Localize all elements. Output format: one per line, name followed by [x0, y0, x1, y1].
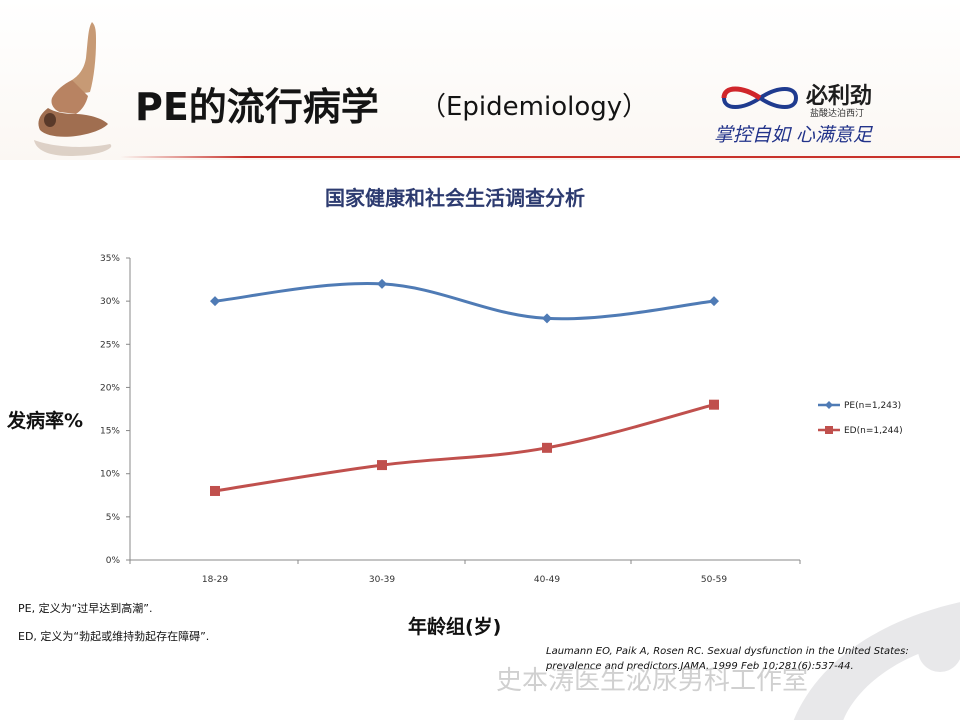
page-title: PE的流行病学 — [135, 85, 379, 129]
y-tick-label: 15% — [100, 427, 120, 437]
data-point-ed — [377, 460, 387, 471]
data-point-pe — [210, 296, 220, 307]
y-tick-label: 25% — [100, 340, 120, 350]
legend-label: ED(n=1,244) — [844, 426, 903, 436]
brand-subtitle: 盐酸达泊西汀 — [810, 109, 865, 119]
y-tick-label: 10% — [100, 470, 120, 480]
x-tick-label: 30-39 — [369, 575, 395, 585]
brand-logo: 必利劲 盐酸达泊西汀 掌控自如 心满意足 — [714, 74, 914, 146]
citation: Laumann EO, Paik A, Rosen RC. Sexual dys… — [546, 646, 909, 672]
legend-marker-pe — [825, 401, 833, 409]
header-divider — [120, 156, 960, 158]
brand-slogan: 掌控自如 心满意足 — [714, 124, 873, 146]
data-point-ed — [709, 399, 719, 410]
watermark: 史本涛医生泌尿男科工作室 — [496, 666, 809, 696]
brand-name: 必利劲 — [806, 83, 873, 109]
y-tick-label: 0% — [106, 556, 121, 566]
legend-label: PE(n=1,243) — [844, 401, 901, 411]
infinity-logo-icon — [721, 86, 799, 109]
x-tick-label: 50-59 — [701, 575, 727, 585]
x-tick-label: 18-29 — [202, 575, 228, 585]
chart-subtitle: 国家健康和社会生活调查分析 — [325, 186, 585, 210]
data-point-pe — [542, 313, 552, 324]
series-line-pe — [214, 282, 715, 321]
data-point-ed — [542, 442, 552, 453]
legend-marker-ed — [825, 426, 833, 434]
page-title-english: （Epidemiology） — [420, 92, 649, 122]
series-line-ed — [214, 403, 715, 493]
note-pe-definition: PE, 定义为“过早达到高潮”. — [18, 602, 153, 615]
y-tick-label: 35% — [100, 254, 120, 264]
y-axis-label: 发病率% — [7, 410, 84, 432]
data-point-ed — [210, 485, 220, 496]
header-band — [0, 0, 960, 160]
y-tick-label: 5% — [106, 513, 121, 523]
note-ed-definition: ED, 定义为“勃起或维持勃起存在障碍”. — [18, 630, 210, 643]
data-point-pe — [377, 278, 387, 289]
decorative-swoosh — [793, 602, 960, 720]
x-tick-label: 40-49 — [534, 575, 560, 585]
data-point-pe — [709, 296, 719, 307]
y-tick-label: 30% — [100, 297, 120, 307]
y-tick-label: 20% — [100, 383, 120, 393]
x-axis-label: 年龄组(岁) — [408, 616, 502, 638]
acrobatic-couple-icon — [34, 22, 112, 156]
